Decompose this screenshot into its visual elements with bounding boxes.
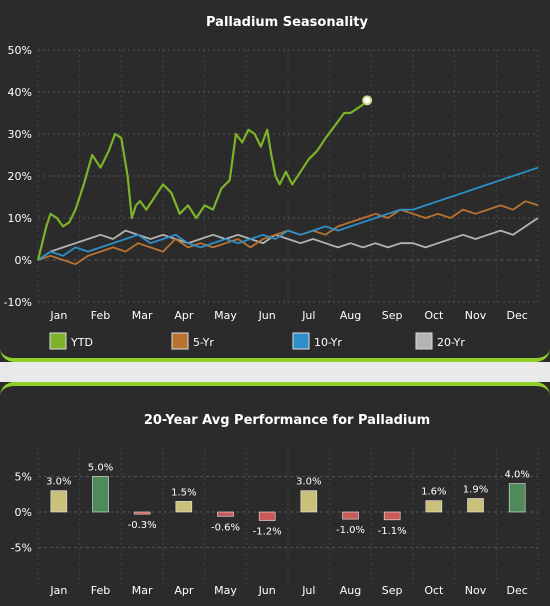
legend-swatch-5-yr: [171, 332, 189, 350]
x-tick-label: Apr: [174, 584, 194, 597]
x-tick-label: Aug: [340, 584, 361, 597]
series-line-ytd: [36, 99, 368, 261]
ytd-endpoint-marker: [362, 95, 373, 106]
bar-may: [217, 511, 234, 517]
x-tick-label: Nov: [465, 309, 487, 322]
x-tick-label: May: [214, 584, 237, 597]
bar-value-label: 5.0%: [88, 462, 113, 473]
bar-value-label: -1.2%: [253, 527, 282, 538]
bar-sep: [383, 511, 401, 521]
x-tick-label: Oct: [424, 584, 444, 597]
x-tick-label: Aug: [340, 309, 361, 322]
x-tick-label: Sep: [382, 584, 403, 597]
bar-aug: [342, 511, 359, 520]
y-tick-label: -10%: [4, 296, 32, 309]
bar-oct: [425, 500, 443, 513]
y-tick-label: -5%: [11, 542, 32, 555]
x-tick-label: Jan: [49, 584, 67, 597]
bar-value-label: 3.0%: [296, 477, 321, 488]
series-line-10-yr: [37, 166, 539, 261]
x-tick-label: Feb: [91, 309, 110, 322]
y-tick-label: 0%: [15, 506, 32, 519]
y-tick-label: 30%: [8, 128, 32, 141]
bar-value-label: 4.0%: [504, 470, 529, 481]
bar-feb: [92, 476, 109, 513]
seasonality-chart: Palladium Seasonality -10% 0% 10% 20% 30% 40%…: [4, 15, 539, 350]
bar-dec: [508, 483, 526, 513]
bar-mar: [133, 511, 151, 515]
y-tick-label: 10%: [8, 212, 32, 225]
x-tick-label: Feb: [91, 584, 110, 597]
legend-label-20-yr: 20-Yr: [437, 336, 465, 349]
x-tick-label: Jun: [258, 309, 276, 322]
x-tick-label: Dec: [507, 309, 528, 322]
panel-separator: [0, 362, 550, 382]
x-tick-label: Sep: [382, 309, 403, 322]
y-tick-label: 40%: [8, 86, 32, 99]
legend-swatch-20-yr: [415, 332, 433, 350]
chart-title: Palladium Seasonality: [206, 15, 368, 30]
x-tick-label: Mar: [132, 309, 153, 322]
bar-value-label: 1.5%: [171, 487, 196, 498]
monthly-performance-panel: 20-Year Avg Performance for Palladium -5…: [0, 382, 550, 602]
chart-title: 20-Year Avg Performance for Palladium: [144, 413, 430, 428]
bar-value-label: -1.0%: [336, 525, 365, 536]
bar-value-label: 3.0%: [46, 477, 71, 488]
legend-swatch-10-yr: [292, 332, 310, 350]
legend-swatch-ytd: [49, 332, 67, 350]
bar-jun: [258, 511, 276, 521]
monthly-performance-chart: 20-Year Avg Performance for Palladium -5…: [11, 413, 539, 597]
x-tick-label: Apr: [174, 309, 194, 322]
bar-value-label: -1.1%: [378, 526, 407, 537]
bar-value-label: -0.3%: [128, 520, 157, 531]
bar-nov: [467, 498, 484, 513]
legend-label-10-yr: 10-Yr: [314, 336, 342, 349]
legend-label-5-yr: 5-Yr: [193, 336, 214, 349]
x-tick-label: Jul: [301, 309, 315, 322]
bar-value-label: 1.6%: [421, 487, 446, 498]
bar-jul: [300, 490, 318, 513]
x-tick-label: Jan: [49, 309, 67, 322]
y-tick-label: 50%: [8, 44, 32, 57]
x-tick-label: Oct: [424, 309, 444, 322]
legend-label-ytd: YTD: [70, 336, 93, 349]
x-tick-label: Nov: [465, 584, 487, 597]
bar-jan: [50, 490, 68, 513]
bar-apr: [175, 501, 193, 513]
y-tick-label: 0%: [15, 254, 32, 267]
y-tick-label: 5%: [15, 470, 32, 483]
y-tick-label: 20%: [8, 170, 32, 183]
x-tick-label: May: [214, 309, 237, 322]
series-line-20-yr: [37, 217, 539, 261]
x-tick-label: Dec: [507, 584, 528, 597]
x-tick-label: Jul: [301, 584, 315, 597]
bar-value-label: -0.6%: [211, 522, 240, 533]
x-tick-label: Mar: [132, 584, 153, 597]
seasonality-panel: Palladium Seasonality -10% 0% 10% 20% 30% 40%…: [0, 15, 550, 362]
x-tick-label: Jun: [258, 584, 276, 597]
bar-value-label: 1.9%: [463, 484, 488, 495]
